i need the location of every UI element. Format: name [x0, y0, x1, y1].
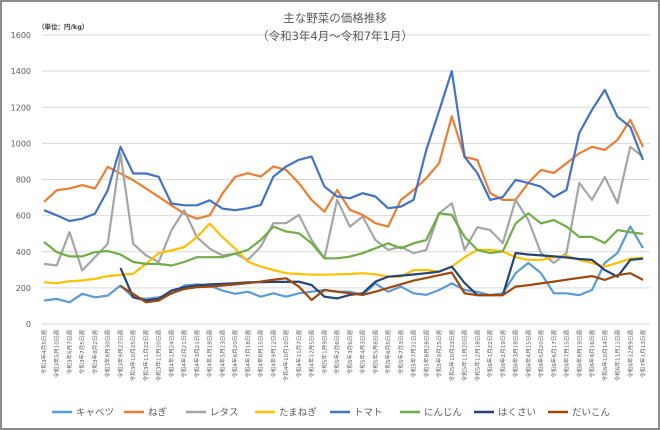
x-tick-label: 令和4年6月20日週	[231, 330, 239, 378]
y-tick-label: 1200	[11, 103, 31, 112]
x-tick-label: 令和5年12月18日週	[473, 330, 481, 382]
legend-label: トマト	[354, 408, 383, 419]
legend-label: レタス	[210, 408, 239, 419]
x-tick-label: 令和5年7月31日週	[410, 330, 418, 378]
x-tick-label: 令和6年6月17日週	[550, 330, 558, 378]
x-tick-label: 令和3年5月10日週	[53, 330, 61, 378]
y-tick-label: 600	[16, 212, 31, 221]
series-line-5	[43, 212, 644, 267]
x-tick-label: 令和4年11月7日週	[295, 330, 303, 378]
y-tick-label: 800	[16, 176, 31, 185]
x-tick-label: 令和3年11月22日週	[142, 330, 150, 382]
x-tick-label: 令和3年7月5日週	[78, 330, 86, 375]
series-line-3	[43, 222, 644, 285]
legend-label: だいこん	[572, 408, 610, 419]
legend-label: にんじん	[424, 408, 462, 419]
x-tick-label: 令和6年12月9日週	[626, 330, 634, 378]
x-tick-label: 令和5年2月6日週	[333, 330, 341, 375]
x-tick-label: 令和6年4月15日週	[524, 330, 532, 378]
x-tick-label: 令和6年7月15日週	[563, 330, 571, 378]
x-tick-label: 令和5年7月3日週	[397, 330, 405, 375]
y-tick-label: 400	[16, 248, 31, 257]
x-tick-label: 令和6年9月16日週	[588, 330, 596, 378]
x-tick-label: 令和5年5月8日週	[371, 330, 379, 375]
x-tick-label: 令和4年12月5日週	[308, 330, 316, 378]
x-tick-label: 令和6年3月18日週	[512, 330, 520, 378]
x-tick-label: 令和4年10月10日週	[282, 330, 290, 382]
series-line-7	[119, 271, 644, 304]
x-tick-label: 令和6年11月11日週	[614, 330, 622, 382]
x-tick-label: 令和5年11月20日週	[461, 330, 469, 382]
x-tick-label: 令和5年9月25日週	[435, 330, 443, 378]
y-tick-label: 1600	[11, 31, 31, 40]
y-tick-label: 1000	[11, 139, 31, 148]
x-tick-label: 令和4年5月23日週	[218, 330, 226, 378]
x-tick-label: 令和4年1月24日週	[167, 330, 175, 378]
x-tick-label: 令和6年5月20日週	[537, 330, 545, 378]
x-tick-label: 令和5年6月5日週	[384, 330, 392, 375]
x-tick-label: 令和4年8月15日週	[257, 330, 265, 378]
x-tick-label: 令和6年8月19日週	[575, 330, 583, 378]
x-tick-label: 令和5年10月23日週	[448, 330, 456, 382]
x-tick-label: 令和6年2月19日週	[499, 330, 507, 378]
x-tick-label: 令和3年8月30日週	[104, 330, 112, 378]
chart-title: 主な野菜の価格推移	[283, 11, 387, 25]
x-tick-label: 令和3年4月5日週	[40, 330, 48, 375]
y-tick-label: 1400	[11, 67, 31, 76]
x-tick-label: 令和3年6月7日週	[65, 330, 73, 375]
x-tick-label: 令和4年2月21日週	[180, 330, 188, 378]
legend-label: キャベツ	[76, 408, 114, 419]
chart-subtitle: （令和3年4月～令和7年1月）	[257, 29, 413, 43]
series-line-1	[43, 115, 644, 228]
x-tick-label: 令和3年12月20日週	[155, 330, 163, 382]
legend-label: はくさい	[498, 408, 536, 419]
x-tick-label: 令和4年4月18日週	[206, 330, 214, 378]
x-tick-label: 令和3年9月27日週	[116, 330, 124, 378]
x-tick-label: 令和3年10月25日週	[129, 330, 137, 382]
series-line-0	[43, 225, 644, 304]
x-tick-label: 令和4年3月21日週	[193, 330, 201, 378]
legend: キャベツ ねぎ レタス たまねぎ トマト にんじん はくさい だいこん	[52, 407, 610, 419]
x-tick-label: 令和5年1月9日週	[320, 330, 328, 375]
x-tick-label: 令和5年4月3日週	[359, 330, 367, 375]
legend-label: ねぎ	[148, 407, 168, 419]
series-line-6	[119, 251, 644, 302]
x-tick-label: 令和4年9月12日週	[269, 330, 277, 378]
x-tick-label: 令和4年7月18日週	[244, 330, 252, 378]
x-tick-label: 令和5年8月28日週	[422, 330, 430, 378]
x-tick-label: 令和3年8月2日週	[91, 330, 99, 375]
x-tick-label: 令和5年3月6日週	[346, 330, 354, 375]
y-tick-label: 200	[16, 284, 31, 293]
x-tick-label: 令和6年1月22日週	[486, 330, 494, 378]
series-line-4	[43, 70, 645, 223]
x-tick-label: 令和6年10月14日週	[601, 330, 609, 382]
x-tick-label: 令和7年1月13日週	[639, 330, 647, 378]
x-axis-ticks: 令和3年4月5日週 令和3年5月10日週 令和3年6月7日週 令和3年7月5日週 令和3…	[40, 330, 647, 382]
y-axis-ticks: 0 200 400 600 800 1000 1200 1400 1600	[11, 31, 31, 329]
unit-label: （単位：円/kg）	[38, 22, 88, 31]
series-lines	[43, 70, 645, 304]
legend-label: たまねぎ	[279, 407, 317, 419]
gridlines	[42, 34, 650, 325]
y-tick-label: 0	[26, 320, 31, 329]
